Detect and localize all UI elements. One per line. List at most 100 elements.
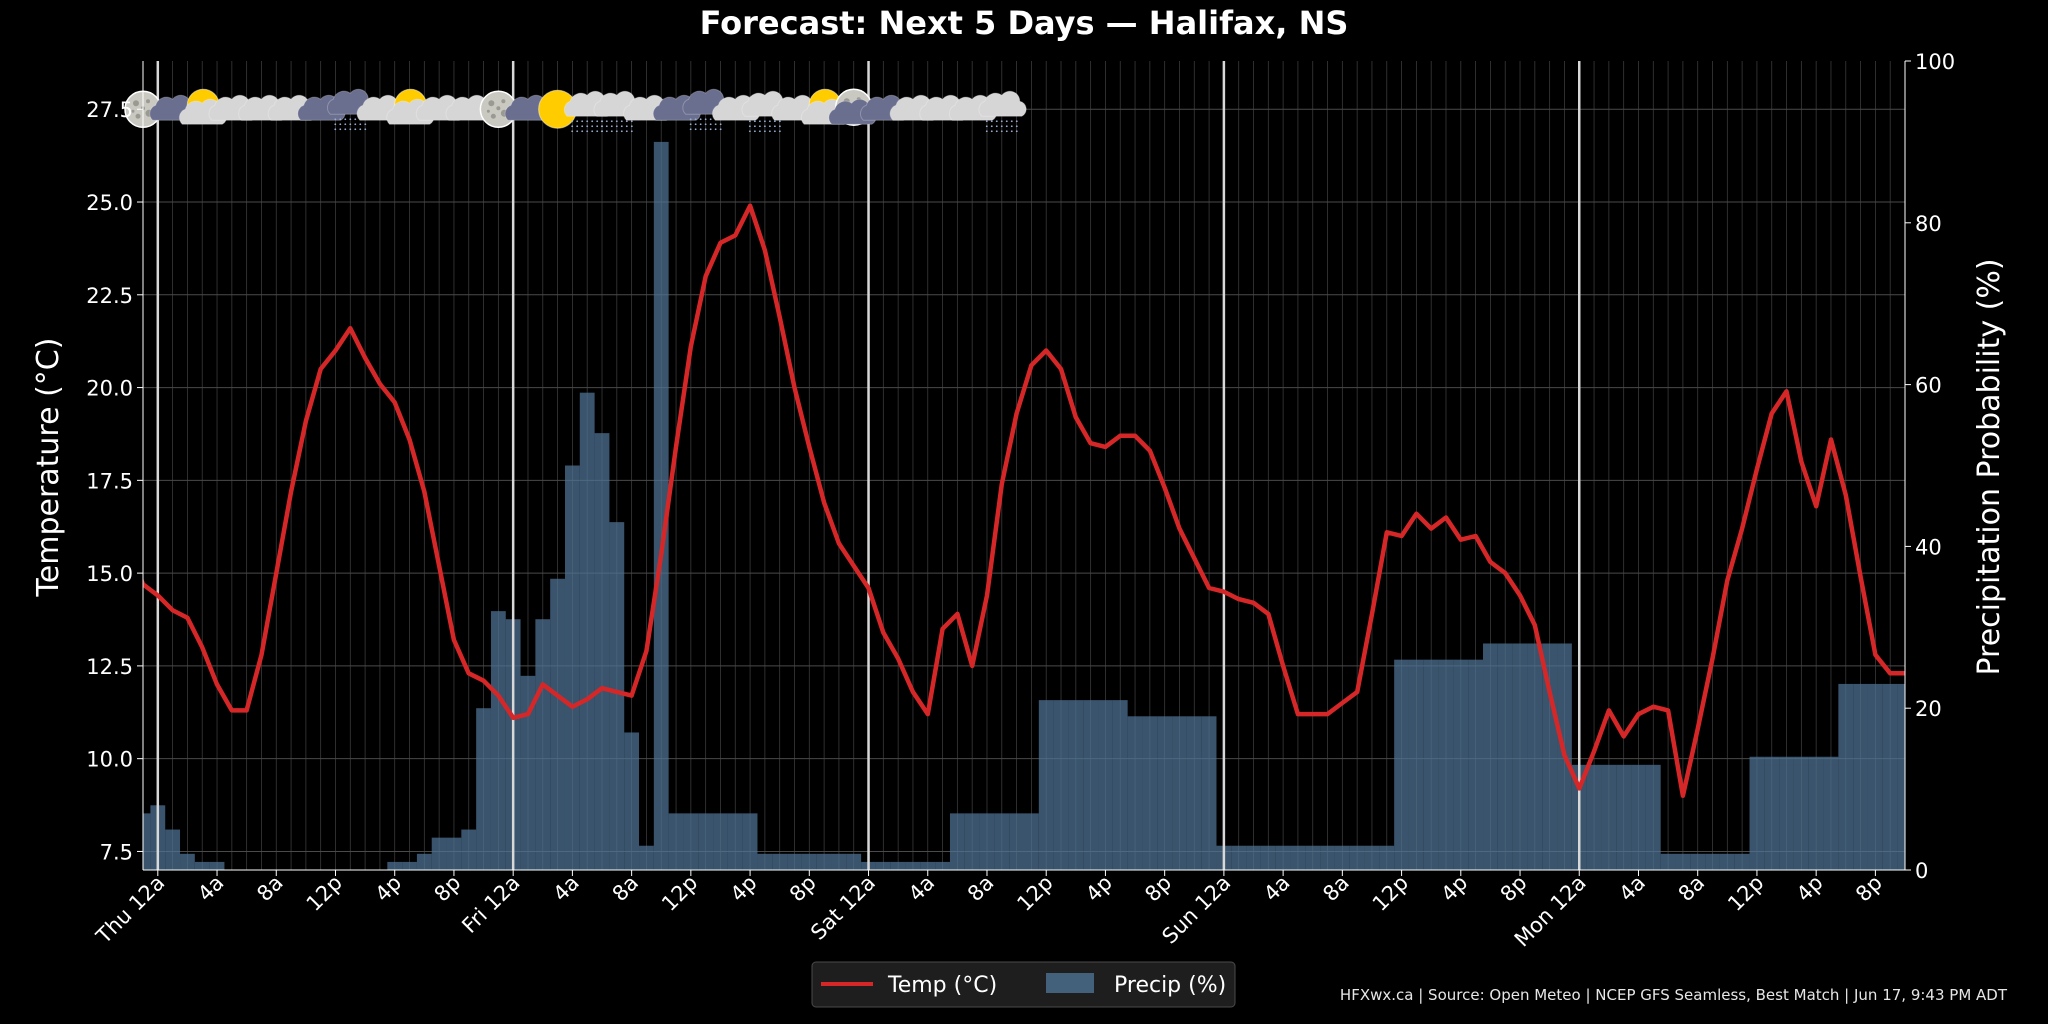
precip-bar <box>1453 659 1469 870</box>
precip-bar <box>1779 756 1794 870</box>
precip-bar <box>994 813 1010 870</box>
y2-tick-label: 80 <box>1915 212 1942 236</box>
precip-bar <box>964 813 980 870</box>
precip-bar <box>1690 853 1706 870</box>
precip-bar <box>1260 845 1276 870</box>
precip-bar <box>1645 764 1661 870</box>
precip-bar <box>194 861 210 870</box>
precip-bar <box>609 522 625 870</box>
precip-bar <box>905 861 921 870</box>
y2-tick-label: 40 <box>1915 535 1942 559</box>
precip-bar <box>431 837 447 870</box>
precip-bar <box>653 141 669 870</box>
precip-bar <box>1246 845 1261 870</box>
precip-bar <box>1127 716 1143 870</box>
y-tick-label: 20.0 <box>86 377 133 401</box>
precip-bar <box>564 465 580 870</box>
precip-bar <box>890 861 906 870</box>
chart-title: Forecast: Next 5 Days — Halifax, NS <box>700 4 1349 42</box>
precip-bar <box>402 861 417 870</box>
precip-bar <box>1616 764 1632 870</box>
legend-precip-swatch <box>1046 973 1094 993</box>
precip-bar <box>801 853 817 870</box>
y2-tick-label: 0 <box>1915 859 1928 883</box>
precip-bar <box>476 708 491 870</box>
precip-bar <box>1749 756 1765 870</box>
precip-bar <box>742 813 758 870</box>
precip-bar <box>1009 813 1024 870</box>
precip-bar <box>1882 683 1898 870</box>
precip-bar <box>1201 716 1217 870</box>
precip-bar <box>1334 845 1350 870</box>
precip-bar <box>1157 716 1173 870</box>
precip-bar <box>416 853 432 870</box>
precip-bar <box>1083 700 1099 870</box>
precip-bar <box>1290 845 1306 870</box>
precip-bar <box>1675 853 1691 870</box>
day-separators <box>156 61 1581 870</box>
precip-bar <box>1838 683 1854 870</box>
y-tick-label: 25.0 <box>86 191 133 215</box>
precip-bar <box>180 853 195 870</box>
precip-bar <box>757 853 773 870</box>
legend-precip-label: Precip (%) <box>1114 973 1226 998</box>
y-tick-label: 12.5 <box>86 655 133 679</box>
precip-bar <box>1705 853 1720 870</box>
precip-bar <box>1320 845 1335 870</box>
precip-bar <box>1305 845 1321 870</box>
precip-bar <box>979 813 995 870</box>
precip-bar <box>1497 643 1513 870</box>
precip-bar <box>1231 845 1247 870</box>
precip-bar <box>1364 845 1380 870</box>
legend-box <box>811 961 1236 1008</box>
precip-bar <box>1423 659 1439 870</box>
precip-bar <box>875 861 891 870</box>
precip-bar <box>165 829 181 870</box>
y-tick-label: 17.5 <box>86 469 133 493</box>
precip-bar <box>1098 700 1113 870</box>
y-tick-label: 15.0 <box>86 562 133 586</box>
precip-bar <box>143 813 151 870</box>
precip-bar <box>846 853 862 870</box>
precip-bar <box>1601 764 1617 870</box>
precip-bar <box>1527 643 1543 870</box>
temperature-series-line <box>143 203 1905 799</box>
precip-bar <box>1586 764 1602 870</box>
y-tick-label: 22.5 <box>86 284 133 308</box>
precip-bar <box>550 578 565 870</box>
precip-bar <box>639 845 654 870</box>
precip-bar <box>387 861 403 870</box>
chart-footer: HFXwx.ca | Source: Open Meteo | NCEP GFS… <box>1340 986 2008 1004</box>
precip-bar <box>698 813 714 870</box>
precip-bar <box>1468 659 1484 870</box>
y2-tick-label: 20 <box>1915 697 1942 721</box>
precip-bar <box>1053 700 1069 870</box>
precip-bar <box>1897 683 1905 870</box>
precip-bar <box>1483 643 1498 870</box>
temperature-line <box>143 203 1905 799</box>
y2-tick-label: 60 <box>1915 374 1942 398</box>
precip-bar <box>1808 756 1824 870</box>
precip-bar <box>713 813 728 870</box>
precip-bar <box>520 675 536 870</box>
legend-temp-label: Temp (°C) <box>887 973 997 998</box>
precip-bar <box>535 619 551 870</box>
precip-bar <box>624 732 640 870</box>
precip-bar <box>787 853 802 870</box>
precip-bar <box>1631 764 1646 870</box>
precip-bar <box>1823 756 1839 870</box>
precip-bar <box>772 853 788 870</box>
y2-axis-label: Precipitation Probability (%) <box>1972 258 2007 675</box>
y-tick-label: 27.5 <box>86 98 133 122</box>
precip-bar <box>490 611 506 870</box>
precip-bar <box>1038 700 1054 870</box>
precip-bar <box>816 853 832 870</box>
precip-bar <box>1068 700 1084 870</box>
precip-bar <box>1172 716 1187 870</box>
precip-bar <box>668 813 684 870</box>
precip-bar <box>1142 716 1158 870</box>
precip-bar <box>727 813 743 870</box>
precip-bar <box>1660 853 1676 870</box>
precip-bar <box>1719 853 1735 870</box>
